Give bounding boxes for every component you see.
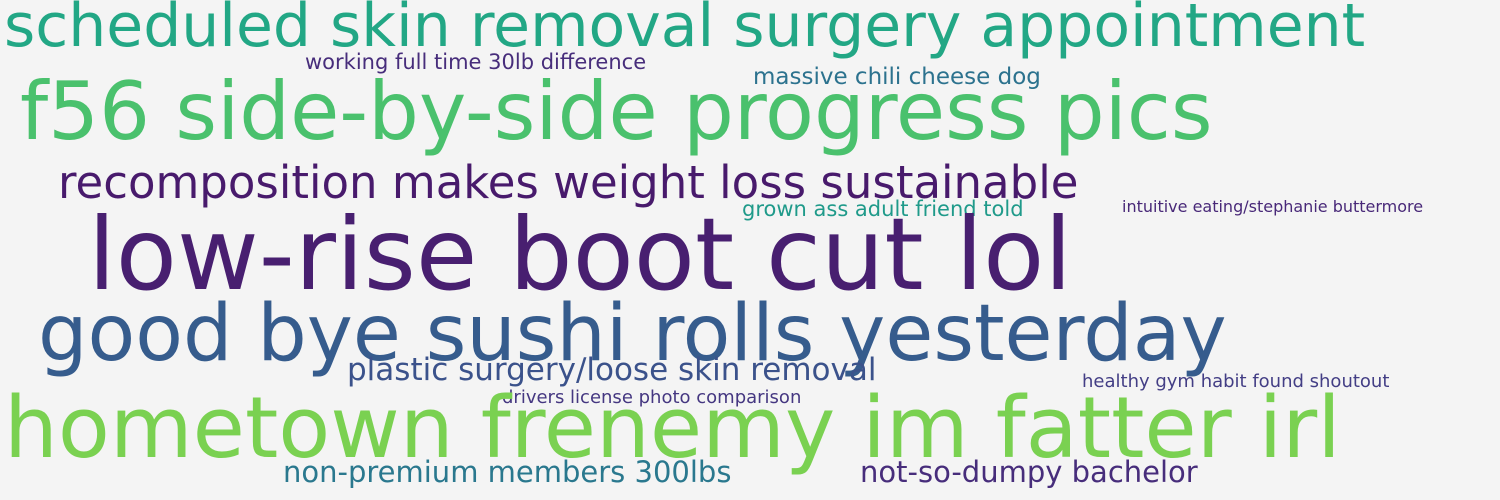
word-phrase: hometown frenemy im fatter irl: [4, 379, 1341, 478]
word-phrase: massive chili cheese dog: [753, 64, 1041, 90]
word-phrase: intuitive eating/stephanie buttermore: [1122, 197, 1424, 216]
word-phrase: f56 side-by-side progress pics: [20, 65, 1213, 158]
word-phrase: scheduled skin removal surgery appointme…: [4, 0, 1366, 61]
word-phrase: not-so-dumpy bachelor: [860, 455, 1198, 489]
word-phrase: healthy gym habit found shoutout: [1082, 371, 1390, 392]
word-phrase: working full time 30lb difference: [305, 50, 647, 74]
word-phrase: low-rise boot cut lol: [88, 196, 1073, 313]
word-phrase: grown ass adult friend told: [742, 197, 1024, 221]
word-phrase: drivers license photo comparison: [502, 387, 802, 408]
word-phrase: plastic surgery/loose skin removal: [347, 352, 877, 388]
word-phrase: non-premium members 300lbs: [283, 455, 732, 489]
word-phrase: recomposition makes weight loss sustaina…: [58, 156, 1079, 209]
word-phrase: good bye sushi rolls yesterday: [38, 289, 1227, 379]
